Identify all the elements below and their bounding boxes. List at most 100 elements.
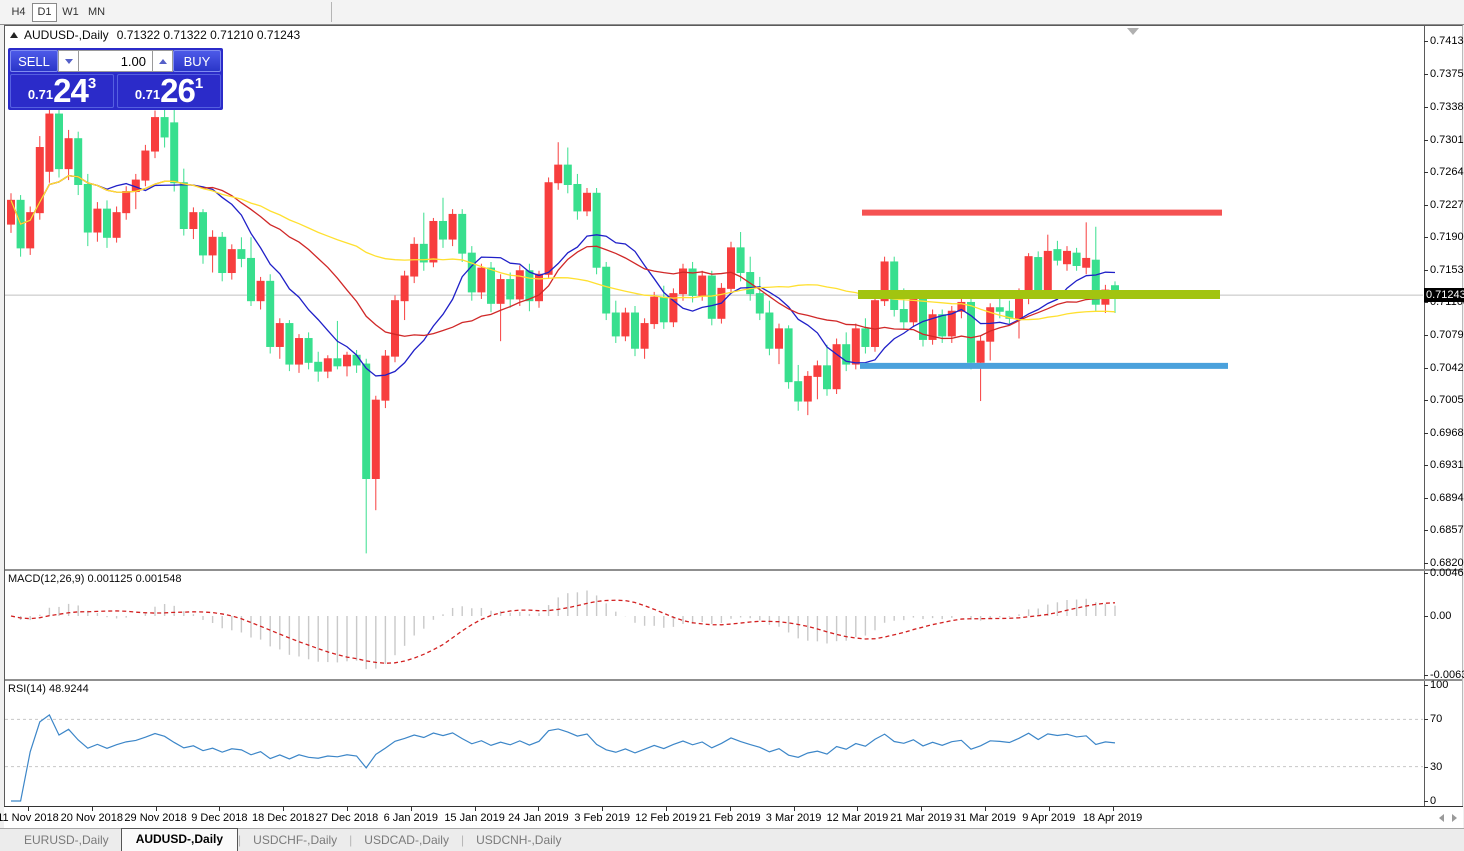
- date-axis-tick: [666, 807, 667, 811]
- sell-price-prefix: 0.71: [27, 87, 54, 102]
- price-axis-tick: [1424, 139, 1428, 141]
- date-axis-tick: [474, 807, 476, 811]
- tab-separator: |: [238, 833, 242, 847]
- date-axis-label: 12 Mar 2019: [826, 812, 889, 824]
- volume-field[interactable]: 1.00: [79, 50, 152, 72]
- date-axis-label: 11 Nov 2018: [0, 812, 59, 824]
- macd-axis-label: 0.00: [1430, 610, 1452, 622]
- one-click-trade-panel: SELL 1.00 BUY 0.71 24 3 0.71 26 1: [8, 48, 223, 110]
- date-axis-label: 6 Jan 2019: [383, 812, 439, 824]
- scroll-left-icon[interactable]: [1439, 814, 1444, 822]
- date-axis-tick: [283, 807, 285, 811]
- rsi-axis-label: 100: [1430, 679, 1449, 691]
- price-axis-tick: [1424, 432, 1428, 434]
- timeframe-d1-button[interactable]: D1: [32, 2, 57, 22]
- price-axis-tick: [1424, 497, 1428, 499]
- date-axis-tick: [921, 807, 923, 811]
- chart-shift-marker-icon[interactable]: [1127, 28, 1139, 35]
- timeframe-h4-button[interactable]: H4: [6, 2, 31, 22]
- timeframe-toolbar: H4 D1 W1 MN: [0, 0, 1464, 25]
- spinner-up-icon: [158, 58, 167, 64]
- date-axis-label: 21 Mar 2019: [890, 812, 953, 824]
- rsi-indicator-label: RSI(14) 48.9244: [8, 683, 89, 695]
- date-axis-label: 21 Feb 2019: [698, 812, 761, 824]
- buy-button[interactable]: BUY: [173, 50, 221, 72]
- collapse-trade-panel-icon[interactable]: [10, 32, 18, 38]
- macd-axis-label: -0.00639: [1430, 668, 1464, 681]
- rsi-axis-label: 30: [1430, 760, 1443, 773]
- rsi-pane-divider[interactable]: [5, 679, 1462, 681]
- chart-scroll-arrows: [1439, 814, 1457, 822]
- macd-axis-tick: [1424, 616, 1428, 617]
- buy-price-pipette: 1: [194, 75, 204, 92]
- chart-tab-audusd[interactable]: AUDUSD-,Daily: [120, 828, 239, 851]
- price-axis-tick: [1424, 74, 1428, 76]
- rsi-axis-label: 70: [1430, 713, 1443, 726]
- sell-price-pipette: 3: [87, 75, 97, 92]
- date-axis-tick: [347, 807, 348, 811]
- buy-price-big-digits: 26: [160, 72, 196, 109]
- price-axis-tick: [1424, 400, 1428, 402]
- date-axis-label: 9 Apr 2019: [1022, 812, 1076, 824]
- sell-price-display[interactable]: 0.71 24 3: [10, 74, 114, 108]
- chart-tab-usdchf[interactable]: USDCHF-,Daily: [253, 833, 338, 847]
- price-axis-tick: [1424, 237, 1428, 239]
- date-axis-tick: [538, 807, 540, 811]
- price-axis-tick: [1424, 172, 1428, 174]
- date-axis-tick: [857, 807, 859, 811]
- macd-indicator-label: MACD(12,26,9) 0.001125 0.001548: [8, 573, 182, 585]
- scroll-right-icon[interactable]: [1452, 814, 1457, 822]
- spinner-down-icon: [64, 58, 73, 64]
- chart-tab-usdcad[interactable]: USDCAD-,Daily: [364, 833, 449, 847]
- date-axis-label: 12 Feb 2019: [635, 812, 697, 824]
- macd-pane-divider[interactable]: [5, 569, 1462, 571]
- date-axis-tick: [28, 807, 29, 811]
- volume-increase-stepper[interactable]: [152, 50, 173, 72]
- toolbar-separator: [331, 2, 332, 22]
- date-axis-label: 3 Mar 2019: [765, 812, 822, 824]
- price-axis-tick: [1424, 302, 1428, 304]
- date-axis-label: 20 Nov 2018: [60, 812, 123, 824]
- chart-tab-eurusd[interactable]: EURUSD-,Daily: [24, 833, 109, 847]
- date-axis-label: 18 Dec 2018: [251, 812, 315, 824]
- chart-tab-usdcnh[interactable]: USDCNH-,Daily: [476, 833, 562, 847]
- price-axis-tick: [1424, 563, 1428, 565]
- date-axis-tick: [985, 807, 986, 811]
- volume-decrease-stepper[interactable]: [58, 50, 79, 72]
- price-axis-tick: [1424, 107, 1428, 109]
- timeframe-mn-button[interactable]: MN: [84, 2, 109, 22]
- price-axis-tick: [1424, 465, 1428, 467]
- timeframe-w1-button[interactable]: W1: [58, 2, 83, 22]
- rsi-axis-tick: [1424, 801, 1428, 802]
- date-axis-tick: [729, 807, 731, 811]
- date-axis-label: 15 Jan 2019: [444, 812, 505, 824]
- chart-tabs-bar: EURUSD-,Daily AUDUSD-,Daily | USDCHF-,Daily…: [0, 828, 1464, 851]
- date-axis-tick: [219, 807, 221, 811]
- chart-panes-background: [4, 25, 1463, 806]
- date-axis-label: 3 Feb 2019: [574, 812, 631, 824]
- date-axis-tick: [91, 807, 93, 811]
- date-axis-label: 29 Nov 2018: [124, 812, 187, 824]
- price-axis-tick: [1424, 269, 1428, 271]
- chart-title-row: AUDUSD-,Daily 0.71322 0.71322 0.71210 0.…: [10, 28, 300, 42]
- buy-price-display[interactable]: 0.71 26 1: [117, 74, 221, 108]
- macd-axis-label: 0.004694: [1430, 567, 1464, 580]
- sell-button[interactable]: SELL: [10, 50, 58, 72]
- date-axis-tick: [155, 807, 157, 811]
- current-price-tag: 0.71243: [1424, 288, 1464, 303]
- date-axis-tick: [1048, 807, 1050, 811]
